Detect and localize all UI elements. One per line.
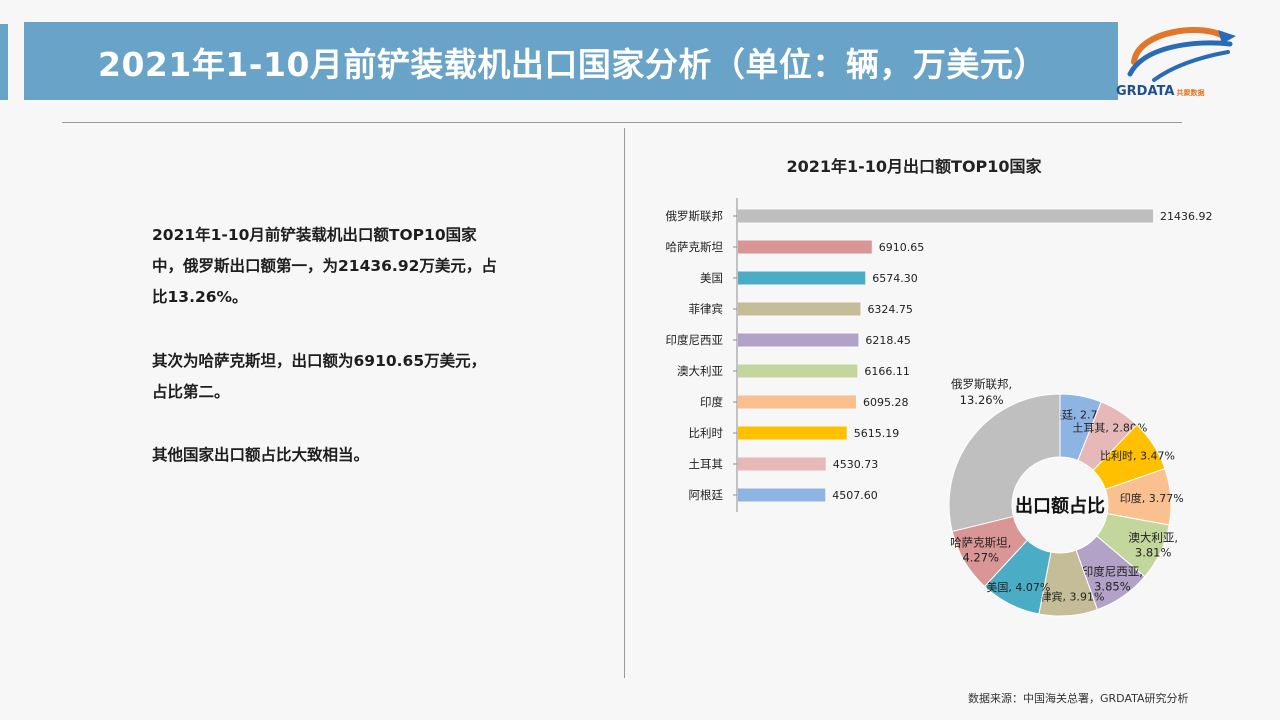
donut-slice-pct-label: 3.85% xyxy=(1094,580,1131,594)
donut-slice-pct-label: 4.27% xyxy=(962,551,999,565)
bar xyxy=(738,271,866,285)
bar-category-label: 印度尼西亚 xyxy=(666,333,724,347)
bar xyxy=(738,364,858,378)
horizontal-divider xyxy=(62,122,1182,123)
bar-value-label: 6574.30 xyxy=(872,272,918,285)
bar xyxy=(738,488,826,502)
bar-value-label: 6324.75 xyxy=(867,303,913,316)
bar-value-label: 6095.28 xyxy=(863,396,909,409)
bar-value-label: 5615.19 xyxy=(854,427,900,440)
bar-category-label: 菲律宾 xyxy=(689,302,724,316)
bar-category-label: 哈萨克斯坦 xyxy=(666,240,724,254)
bar xyxy=(738,209,1153,223)
donut-slice-label: 印度尼西亚, xyxy=(1082,565,1143,579)
donut-slice xyxy=(948,393,1061,533)
donut-slice-label: 澳大利亚, xyxy=(1128,530,1178,544)
donut-slice-label: 比利时, 3.47% xyxy=(1100,449,1175,462)
data-source-note: 数据来源：中国海关总署，GRDATA研究分析 xyxy=(968,692,1189,705)
bar-chart-title: 2021年1-10月出口额TOP10国家 xyxy=(786,157,1042,176)
bar xyxy=(738,395,856,409)
bar xyxy=(738,302,861,316)
logo-wordmark: GRDATA 共聚数据 xyxy=(1116,84,1204,99)
donut-slice-label: 美国, 4.07% xyxy=(986,581,1050,594)
bar-category-label: 印度 xyxy=(700,395,723,409)
donut-slice-label: 菲律宾, 3.91% xyxy=(1029,590,1104,604)
page-title: 2021年1-10月前铲装载机出口国家分析（单位：辆，万美元） xyxy=(98,45,1047,84)
donut-center-label: 出口额占比 xyxy=(1015,495,1105,517)
title-band xyxy=(24,22,1118,100)
bar-category-label: 澳大利亚 xyxy=(677,364,723,378)
bar-value-label: 4507.60 xyxy=(832,489,878,502)
vertical-divider xyxy=(624,128,625,678)
bar-category-label: 土耳其 xyxy=(689,457,724,471)
analysis-paragraph-2: 其次为哈萨克斯坦，出口额为6910.65万美元，占比第二。 xyxy=(152,352,487,401)
bar-value-label: 4530.73 xyxy=(833,458,879,471)
donut-slice-pct-label: 3.81% xyxy=(1135,545,1172,559)
bar-category-label: 比利时 xyxy=(689,426,724,440)
bar xyxy=(738,457,826,471)
logo-cn-text: 共聚数据 xyxy=(1176,89,1205,97)
analysis-paragraph-3: 其他国家出口额占比大致相当。 xyxy=(152,446,370,464)
bar xyxy=(738,426,847,440)
grdata-logo xyxy=(1127,27,1236,82)
bar-category-label: 阿根廷 xyxy=(689,488,724,502)
bar-value-label: 6910.65 xyxy=(879,241,925,254)
bar-category-label: 俄罗斯联邦 xyxy=(666,209,724,223)
donut-slice-label: 印度, 3.77% xyxy=(1120,491,1184,505)
logo-text: GRDATA xyxy=(1116,84,1175,99)
analysis-paragraph-1: 2021年1-10月前铲装载机出口额TOP10国家中，俄罗斯出口额第一，为214… xyxy=(152,226,497,306)
bar-value-label: 6218.45 xyxy=(865,334,911,347)
bar-category-label: 美国 xyxy=(700,271,723,285)
bar xyxy=(738,240,872,254)
donut-slice-label: 哈萨克斯坦, xyxy=(950,536,1011,550)
bar-value-label: 21436.92 xyxy=(1160,210,1213,223)
donut-slice-label: 土耳其, 2.80% xyxy=(1072,422,1147,435)
bar-value-label: 6166.11 xyxy=(864,365,910,378)
donut-slice-label: 俄罗斯联邦, xyxy=(951,377,1012,391)
donut-slice-pct-label: 13.26% xyxy=(960,393,1004,407)
left-accent-bar xyxy=(0,24,8,100)
bar xyxy=(738,333,859,347)
